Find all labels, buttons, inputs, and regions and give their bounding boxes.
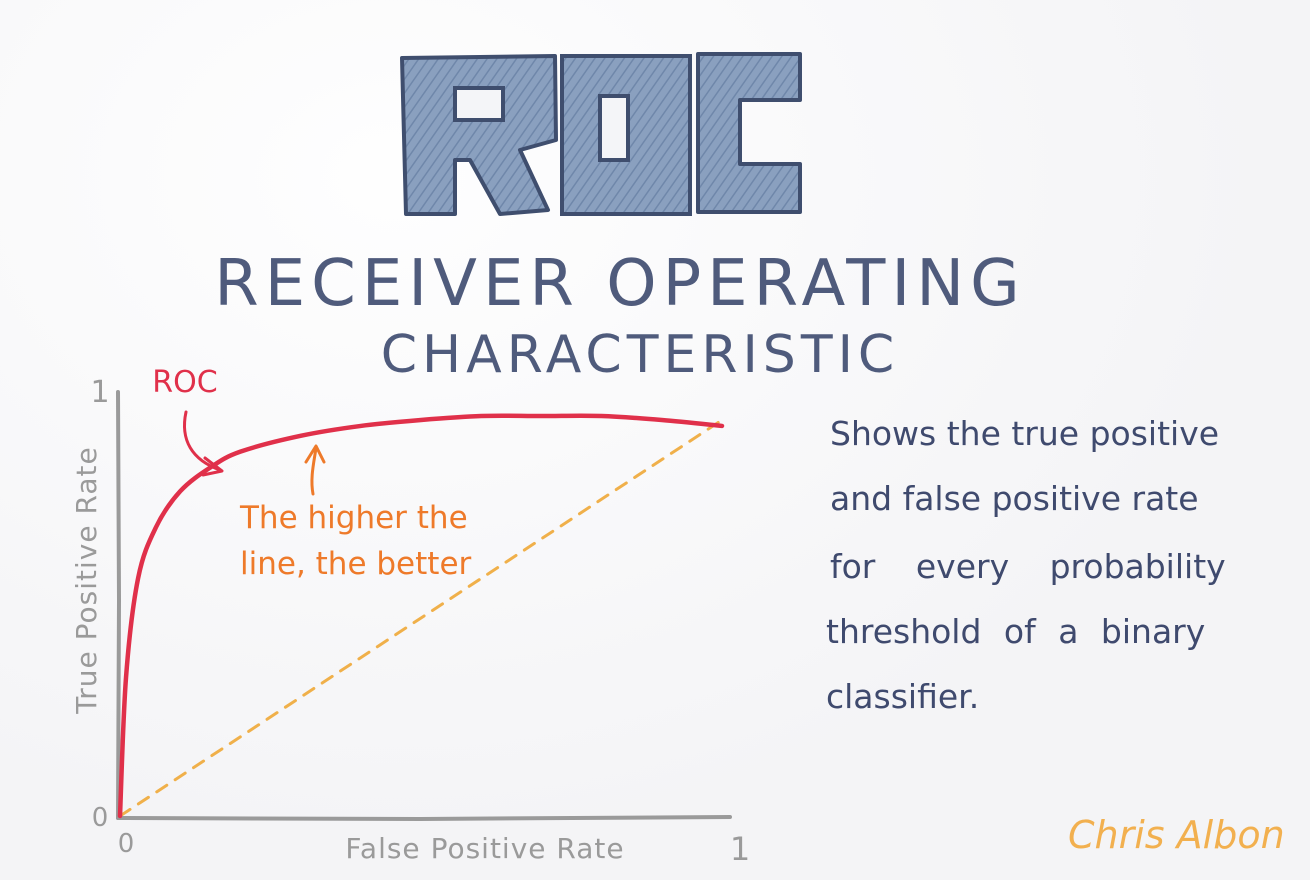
annotation-arrow: [310, 446, 318, 496]
logo-letter-o: [560, 54, 692, 216]
y-tick-top: 1: [90, 375, 109, 410]
signature: Chris Albon: [1068, 813, 1285, 857]
x-tick-left: 0: [118, 829, 135, 859]
y-tick-bottom: 0: [92, 803, 109, 833]
roc-curve-label: ROC: [152, 365, 217, 400]
description-line-4: threshold of a binary: [826, 612, 1205, 651]
description-line-1: Shows the true positive: [830, 414, 1219, 453]
x-axis-line: [116, 815, 732, 822]
y-axis-label: True Positive Rate: [70, 446, 103, 714]
logo-letter-r: [400, 54, 558, 216]
description-line-5: classifier.: [826, 677, 979, 716]
y-axis-line: [116, 390, 122, 820]
roc-label-arrowhead: [201, 456, 224, 477]
description-paragraph: Shows the true positive and false positi…: [826, 414, 1226, 716]
chart-axes: [116, 390, 732, 822]
title-line-1: RECEIVER OPERATING: [214, 247, 1025, 321]
description-line-3: for every probability: [830, 547, 1226, 586]
roc-label-arrow: [183, 410, 222, 472]
annotation-line-1: The higher the: [239, 500, 468, 536]
annotation-arrowhead: [304, 444, 326, 464]
chart-series: [117, 413, 725, 819]
x-tick-right: 1: [730, 830, 750, 868]
annotation-line-2: line, the better: [240, 546, 472, 582]
logo-letter-c: [696, 52, 802, 214]
roc-curve-line: [117, 413, 725, 819]
description-line-2: and false positive rate: [830, 479, 1199, 518]
roc-logo: [400, 52, 802, 216]
x-axis-label: False Positive Rate: [345, 832, 624, 865]
random-classifier-diagonal: [118, 418, 724, 818]
title-line-2: CHARACTERISTIC: [381, 325, 899, 385]
